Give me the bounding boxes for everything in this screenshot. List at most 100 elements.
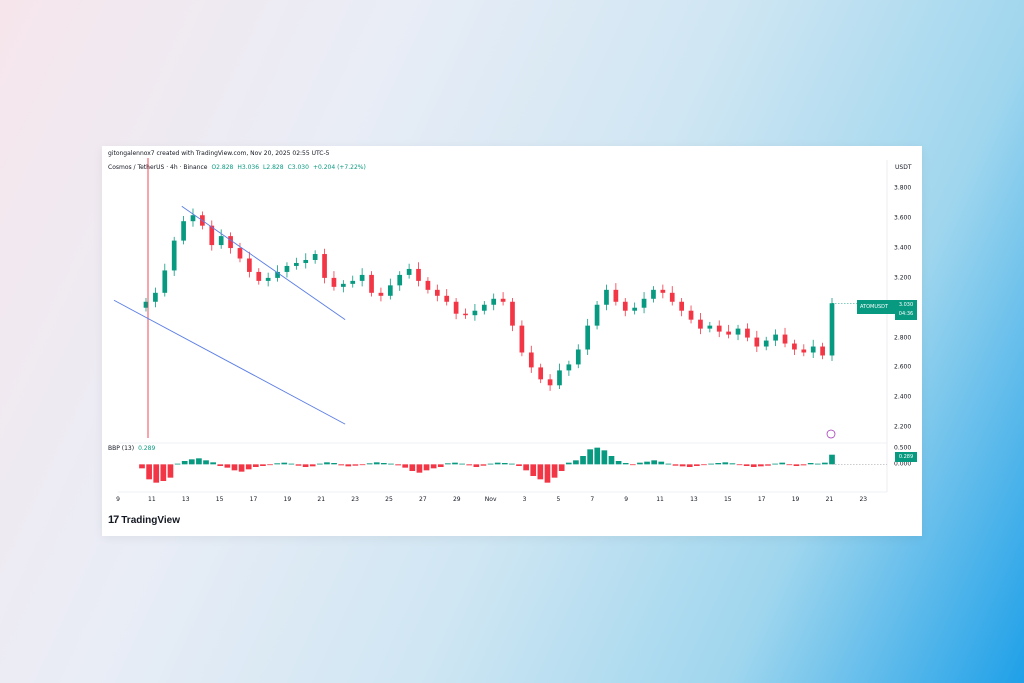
indicator-bar <box>758 464 764 467</box>
indicator-bar <box>238 464 245 472</box>
indicator-bar <box>302 464 309 467</box>
symbol-price-tag: ATOMUSDT <box>857 300 895 314</box>
price-tick-label: 3.800 <box>894 184 912 192</box>
candle-body <box>622 301 628 311</box>
time-tick-label: 17 <box>249 496 258 503</box>
candle-body <box>265 277 271 281</box>
indicator-bar <box>309 464 316 467</box>
indicator-bar <box>558 464 565 471</box>
indicator-bar <box>822 462 828 465</box>
indicator-name: BBP (13) <box>108 445 135 452</box>
indicator-bar <box>416 464 423 473</box>
indicator-bar <box>743 464 750 466</box>
indicator-bar <box>779 462 786 465</box>
candle-body <box>519 325 525 353</box>
currency-label: USDT <box>895 164 912 171</box>
tradingview-logo-icon: 17 <box>108 514 119 526</box>
candle-body <box>425 280 431 290</box>
candle-body <box>153 292 158 302</box>
candle-body <box>247 258 252 272</box>
candle-body <box>256 271 262 281</box>
candle-body <box>820 346 825 356</box>
indicator-bar <box>388 463 394 465</box>
time-tick-label: 5 <box>556 496 561 503</box>
indicator-bar <box>793 464 800 466</box>
indicator-bar <box>829 454 835 465</box>
candle-body <box>444 295 450 302</box>
indicator-bar <box>715 463 722 465</box>
indicator-bar <box>601 450 608 465</box>
indicator-bar <box>736 464 743 466</box>
candle-body <box>416 268 421 281</box>
indicator-bar <box>188 459 195 465</box>
indicator-bar <box>501 463 508 465</box>
candle-body <box>171 240 177 271</box>
time-tick-label: 9 <box>624 496 629 503</box>
symbol-name: Cosmos / TetherUS · 4h · Binance <box>108 164 208 171</box>
indicator-bar <box>594 447 601 465</box>
tradingview-logo[interactable]: 17 TradingView <box>108 514 180 526</box>
indicator-legend[interactable]: BBP (13) 0.289 <box>108 445 155 452</box>
indicator-bar <box>167 464 174 478</box>
candle-body <box>237 248 243 259</box>
ohlc-change: +0.204 (+7.22%) <box>312 164 366 171</box>
time-tick-label: 13 <box>181 496 190 503</box>
indicator-bar <box>544 464 551 483</box>
indicator-tick-label: 0.500 <box>894 444 912 452</box>
candle-body <box>322 254 327 278</box>
indicator-bar <box>786 464 793 466</box>
indicator-bar <box>473 464 480 467</box>
indicator-bar <box>430 464 437 469</box>
indicator-bar <box>587 449 593 465</box>
candle-body <box>481 304 487 311</box>
candle-body <box>575 349 581 365</box>
indicator-value: 0.289 <box>138 445 156 452</box>
price-tick-label: 3.600 <box>894 214 912 222</box>
indicator-bar <box>494 462 501 465</box>
candle-body <box>340 283 346 287</box>
candle-body <box>669 292 675 302</box>
time-tick-label: 13 <box>690 496 698 503</box>
symbol-legend[interactable]: Cosmos / TetherUS · 4h · Binance O2.828 … <box>108 164 366 171</box>
candle-body <box>181 221 186 241</box>
candle-body <box>331 277 337 287</box>
candle-body <box>510 301 515 326</box>
time-tick-label: 9 <box>116 496 120 503</box>
candle-body <box>378 292 384 296</box>
indicator-bar <box>658 461 665 465</box>
chart-plot-area[interactable] <box>102 146 922 536</box>
time-tick-label: 15 <box>215 496 224 503</box>
indicator-bar <box>153 464 160 483</box>
indicator-bar <box>203 460 209 465</box>
indicator-bar <box>814 463 821 465</box>
candle-body <box>613 289 619 302</box>
indicator-bar <box>701 464 707 466</box>
candle-body <box>585 325 591 350</box>
ohlc-high: H3.036 <box>237 164 260 171</box>
indicator-bar <box>373 462 380 465</box>
indicator-bar <box>252 464 259 467</box>
candle-body <box>275 271 280 278</box>
candle-body <box>303 259 309 263</box>
indicator-bar <box>637 462 643 465</box>
indicator-bar <box>295 464 302 466</box>
candle-body <box>763 340 769 347</box>
indicator-bar <box>437 464 444 467</box>
price-tick-label: 2.400 <box>894 393 912 401</box>
time-tick-label: 21 <box>825 496 834 503</box>
price-tick-label: 2.800 <box>894 334 912 342</box>
candle-body <box>547 379 553 386</box>
indicator-bar <box>615 461 622 465</box>
time-tick-label: 21 <box>317 496 326 503</box>
indicator-bar <box>395 464 401 466</box>
candle-body <box>143 301 149 308</box>
candle-body <box>312 254 318 260</box>
candle-body <box>679 301 684 311</box>
candle-body <box>566 364 572 371</box>
event-marker-icon <box>826 429 836 439</box>
indicator-bar <box>160 464 167 481</box>
candle-body <box>801 349 807 353</box>
indicator-bar <box>288 463 295 465</box>
indicator-bar <box>509 463 515 465</box>
tradingview-logo-text: TradingView <box>121 514 180 526</box>
